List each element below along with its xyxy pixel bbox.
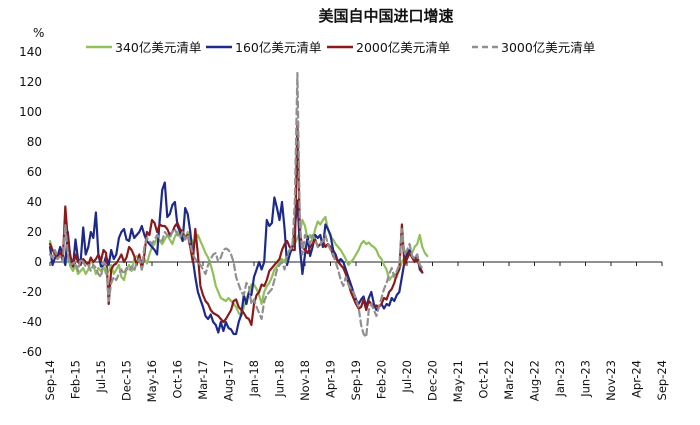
y-tick-label: 120 bbox=[19, 75, 42, 89]
x-tick-label: Jul-20 bbox=[400, 360, 414, 394]
x-tick-label: Dec-20 bbox=[426, 360, 440, 401]
y-tick-label: 80 bbox=[27, 135, 42, 149]
y-tick-label: 40 bbox=[27, 195, 42, 209]
x-tick-label: Feb-20 bbox=[375, 360, 389, 399]
x-tick-label: Apr-24 bbox=[630, 360, 644, 398]
x-tick-label: May-21 bbox=[451, 360, 465, 402]
x-tick-label: Mar-22 bbox=[502, 360, 516, 400]
x-tick-label: Oct-21 bbox=[477, 360, 491, 399]
x-tick-label: Feb-15 bbox=[69, 360, 83, 399]
y-tick-label: -60 bbox=[22, 345, 42, 359]
x-tick-label: Oct-16 bbox=[171, 360, 185, 399]
y-tick-label: 100 bbox=[19, 105, 42, 119]
x-tick-label: Jan-18 bbox=[247, 360, 261, 398]
x-tick-label: Jul-15 bbox=[94, 360, 108, 394]
x-tick-label: Jan-23 bbox=[553, 360, 567, 398]
y-axis: -60 -40 -20 0 20 40 60 80 100 120 140 bbox=[19, 45, 42, 359]
x-tick-label: Dec-15 bbox=[120, 360, 134, 401]
x-tick-label: Apr-19 bbox=[324, 360, 338, 398]
y-tick-label: 20 bbox=[27, 225, 42, 239]
legend: 340亿美元清单 160亿美元清单 2000亿美元清单 3000亿美元清单 bbox=[86, 40, 595, 55]
y-tick-label: -20 bbox=[22, 285, 42, 299]
x-tick-label: Jun-18 bbox=[273, 360, 287, 398]
legend-label-2: 160亿美元清单 bbox=[235, 40, 321, 55]
y-tick-label: -40 bbox=[22, 315, 42, 329]
y-axis-unit: % bbox=[33, 26, 44, 40]
x-tick-label: Nov-23 bbox=[604, 360, 618, 401]
x-tick-label: Aug-17 bbox=[222, 360, 236, 401]
series-line-1 bbox=[48, 215, 429, 318]
x-tick-label: Sep-14 bbox=[43, 360, 57, 400]
legend-label-1: 340亿美元清单 bbox=[115, 40, 201, 55]
x-tick-label: Mar-17 bbox=[196, 360, 210, 400]
x-tick-label: Nov-18 bbox=[298, 360, 312, 401]
y-tick-label: 60 bbox=[27, 165, 42, 179]
series-layer bbox=[48, 71, 429, 339]
x-tick-label: Sep-24 bbox=[655, 360, 669, 400]
legend-label-4: 3000亿美元清单 bbox=[501, 40, 595, 55]
y-tick-label: 140 bbox=[19, 45, 42, 59]
series-line-2 bbox=[48, 181, 424, 336]
x-tick-label: Aug-22 bbox=[528, 360, 542, 401]
x-tick-label: Jun-23 bbox=[579, 360, 593, 398]
x-tick-label: May-16 bbox=[145, 360, 159, 402]
x-axis: Sep-14 Feb-15 Jul-15 Dec-15 May-16 Oct-16 Mar-… bbox=[43, 261, 669, 402]
y-tick-label: 0 bbox=[34, 255, 42, 269]
x-tick-label: Sep-19 bbox=[349, 360, 363, 400]
series-line-4 bbox=[48, 71, 424, 339]
legend-label-3: 2000亿美元清单 bbox=[356, 40, 450, 55]
chart-title: 美国自中国进口增速 bbox=[318, 7, 453, 25]
series-line-3 bbox=[48, 121, 424, 327]
